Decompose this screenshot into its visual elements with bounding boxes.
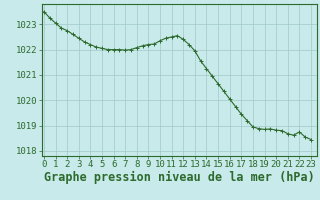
X-axis label: Graphe pression niveau de la mer (hPa): Graphe pression niveau de la mer (hPa) bbox=[44, 171, 315, 184]
